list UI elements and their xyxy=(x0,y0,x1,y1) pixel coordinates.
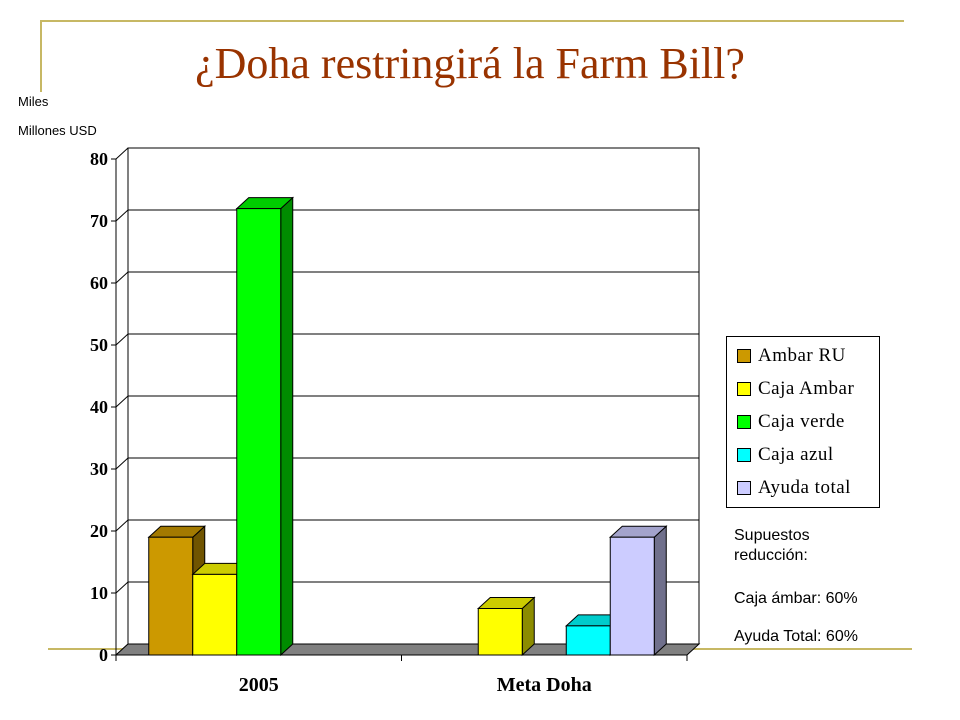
y-tick-label: 40 xyxy=(90,397,108,417)
y-tick-label: 20 xyxy=(90,521,108,541)
y-tick-label: 0 xyxy=(99,645,108,665)
legend-swatch xyxy=(737,481,751,495)
gridline-side xyxy=(115,271,129,284)
legend-label: Caja Ambar xyxy=(758,378,855,399)
legend-item-ayuda-total: Ayuda total xyxy=(737,477,851,499)
bar xyxy=(148,536,194,656)
assumptions-title: Supuestos reducción: xyxy=(734,527,810,564)
legend-label: Ambar RU xyxy=(758,345,846,366)
legend-item-caja-verde: Caja verde xyxy=(737,411,845,433)
legend-swatch xyxy=(737,415,751,429)
bar xyxy=(565,625,611,656)
legend-item-caja-ambar: Caja Ambar xyxy=(737,378,854,400)
unit-label-millones: Millones USD xyxy=(18,123,97,138)
x-tick-label: 2005 xyxy=(239,674,279,696)
gridline-side xyxy=(115,147,129,160)
bar xyxy=(236,208,282,656)
bar xyxy=(609,536,655,656)
gridline-side xyxy=(115,333,129,346)
decor-line-top xyxy=(40,20,904,22)
legend-label: Caja verde xyxy=(758,411,845,432)
assumption-caja-ambar: Caja ámbar: 60% xyxy=(734,590,858,607)
legend-item-caja-azul: Caja azul xyxy=(737,444,834,466)
y-tick-label: 70 xyxy=(90,211,108,231)
y-tick-label: 10 xyxy=(90,583,108,603)
legend-swatch xyxy=(737,382,751,396)
bar-side xyxy=(653,525,667,657)
unit-label-miles: Miles xyxy=(18,94,49,109)
legend-label: Ayuda total xyxy=(758,477,851,498)
gridline-side xyxy=(115,209,129,222)
bar-side xyxy=(280,196,294,657)
slide-title: ¿Doha restringirá la Farm Bill? xyxy=(195,39,745,88)
chart-legend: Ambar RU Caja Ambar Caja verde Caja azul… xyxy=(726,336,880,508)
gridline-side xyxy=(115,395,129,408)
assumption-ayuda-total: Ayuda Total: 60% xyxy=(734,628,858,645)
gridline-side xyxy=(115,457,129,470)
legend-swatch xyxy=(737,448,751,462)
gridline-side xyxy=(115,581,129,594)
decor-line-left xyxy=(40,20,42,92)
legend-item-ambar-ru: Ambar RU xyxy=(737,345,846,367)
y-tick-label: 50 xyxy=(90,335,108,355)
y-tick-label: 80 xyxy=(90,149,108,169)
y-tick-label: 60 xyxy=(90,273,108,293)
bar xyxy=(477,608,523,656)
legend-label: Caja azul xyxy=(758,444,834,465)
x-tick-label: Meta Doha xyxy=(497,674,592,696)
bar xyxy=(192,573,238,656)
legend-swatch xyxy=(737,349,751,363)
y-tick-label: 30 xyxy=(90,459,108,479)
gridline-side xyxy=(115,519,129,532)
